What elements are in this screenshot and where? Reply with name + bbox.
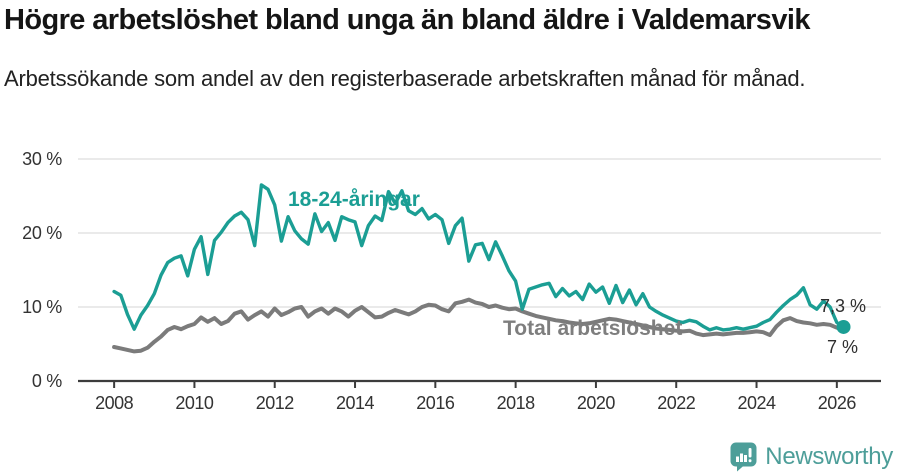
page-subtitle: Arbetssökande som andel av den registerb… [4,66,806,91]
x-axis-tick-label: 2012 [255,393,295,413]
newsworthy-branding: Newsworthy [730,442,893,472]
series-label-total: Total arbetslöshet [503,317,683,340]
x-axis-tick-label: 2010 [175,393,214,413]
x-axis-tick-label: 2008 [95,393,134,413]
x-axis-tick-label: 2018 [496,393,536,413]
y-axis-tick-label: 10 % [22,297,62,317]
y-axis-tick-label: 30 % [22,149,62,169]
x-axis-tick-label: 2020 [576,393,616,413]
x-axis-tick-label: 2026 [817,393,857,413]
y-axis-tick-label: 20 % [22,223,62,243]
series-label-youth: 18-24-åringar [288,188,420,211]
newsworthy-brand-text: Newsworthy [765,443,893,470]
x-axis-tick-label: 2016 [416,393,455,413]
series-line-total [112,297,846,354]
series-line-youth [112,183,846,332]
end-value-label-youth: 7,3 % [820,296,867,316]
x-axis-tick-label: 2014 [336,393,375,413]
end-point-marker [836,319,851,334]
x-axis-tick-label: 2024 [737,393,777,413]
y-axis-tick-label: 0 % [31,371,62,391]
newsworthy-logo-icon [730,442,757,472]
end-value-label-total: 7 % [827,337,859,357]
page-title: Högre arbetslöshet bland unga än bland ä… [4,4,810,36]
x-axis-tick-label: 2022 [657,393,696,413]
